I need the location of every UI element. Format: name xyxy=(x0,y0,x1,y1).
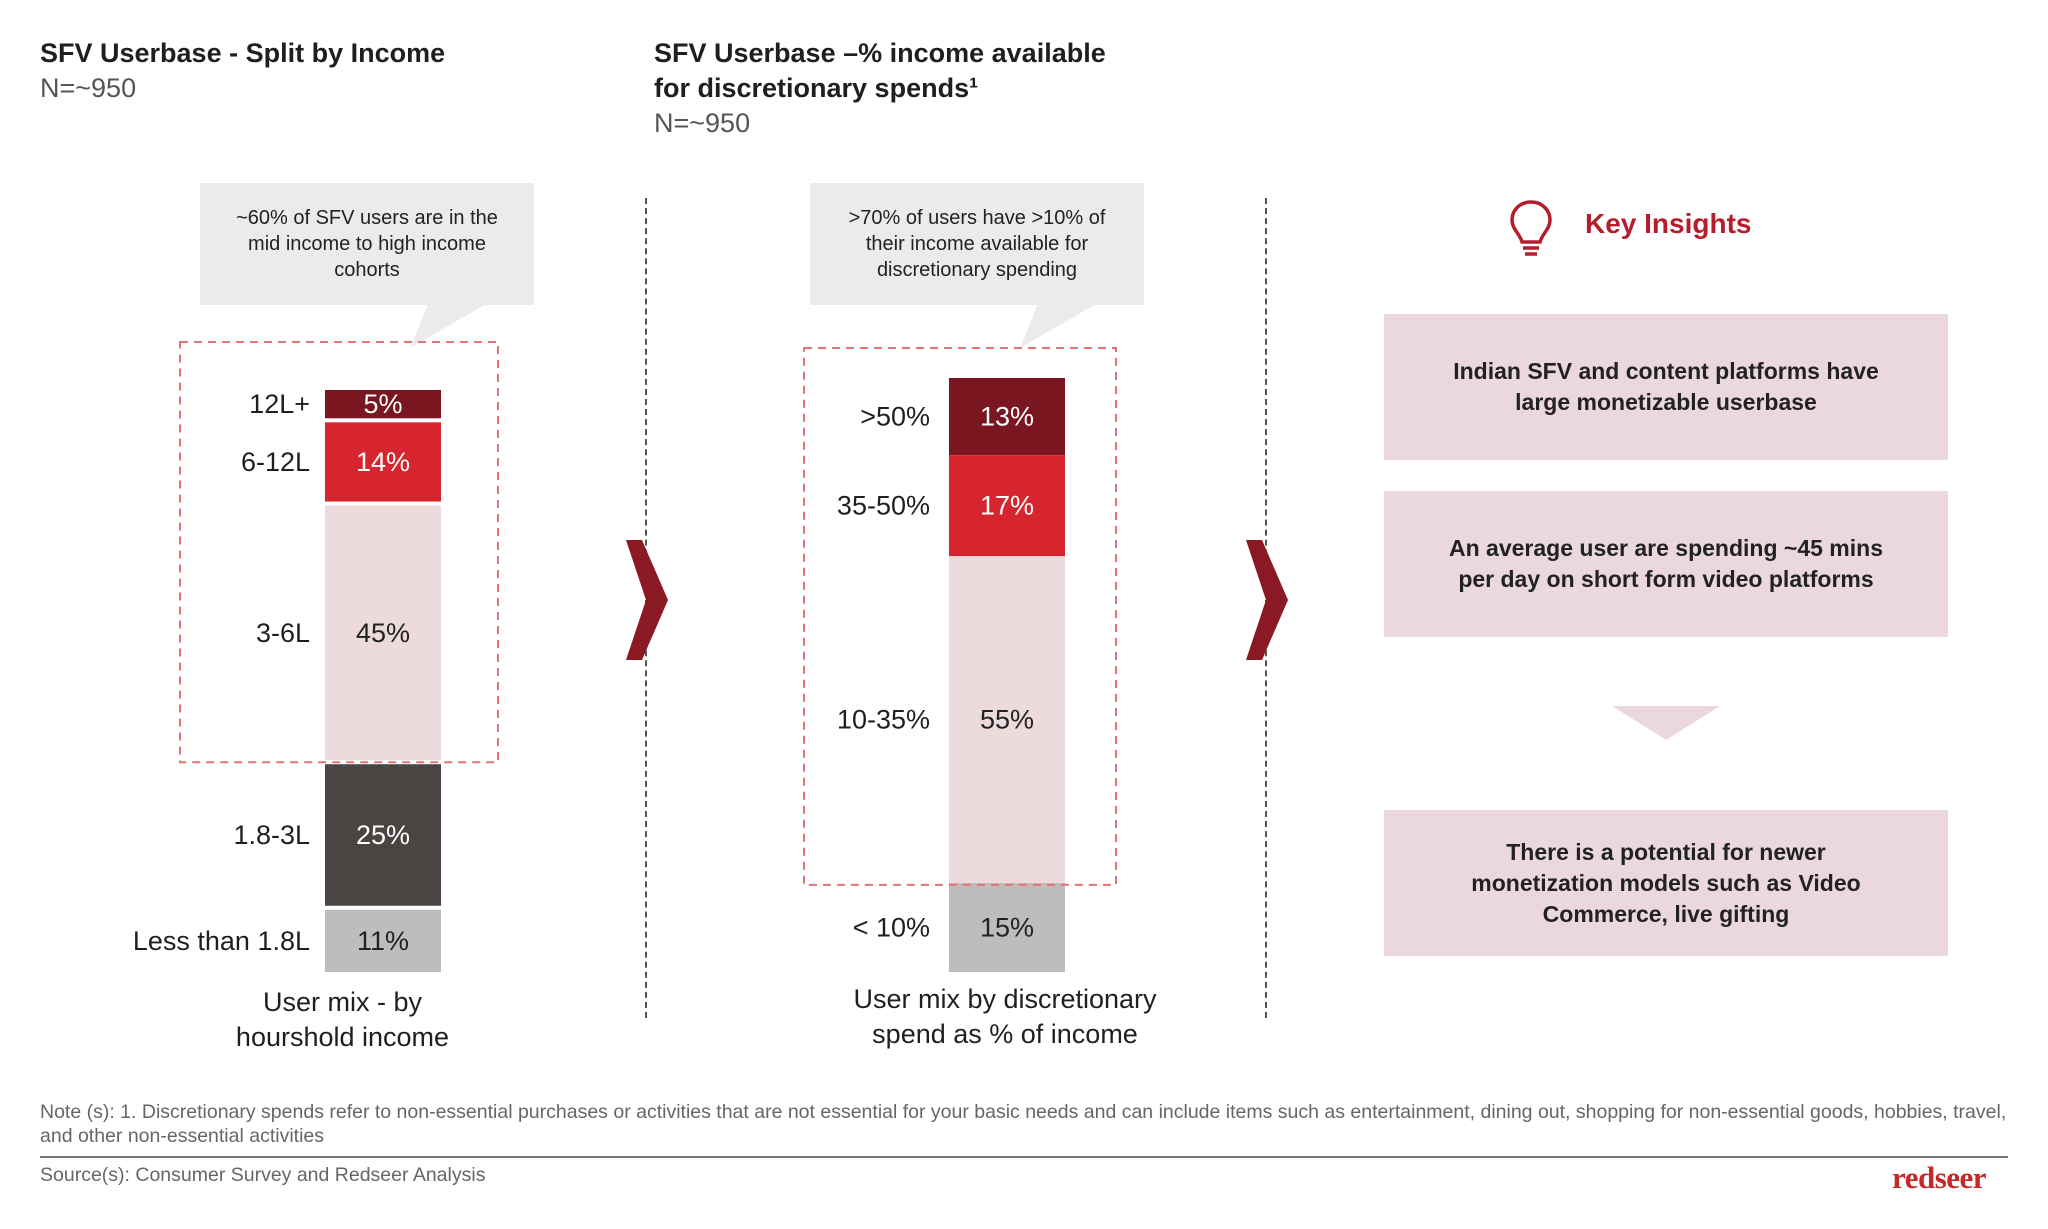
category-label: 10-35% xyxy=(837,705,930,735)
bar-segment xyxy=(325,505,441,761)
category-label: < 10% xyxy=(853,912,930,942)
data-label: 17% xyxy=(980,491,1034,521)
middle-x-axis-label: User mix by discretionary spend as % of … xyxy=(820,982,1190,1052)
highlight-box xyxy=(803,347,1117,886)
data-label: 15% xyxy=(980,912,1034,942)
category-label: >50% xyxy=(860,402,930,432)
bar-segment xyxy=(949,556,1065,883)
bar-segment xyxy=(949,455,1065,557)
source-text: Source(s): Consumer Survey and Redseer A… xyxy=(40,1164,486,1186)
bar-segment xyxy=(949,882,1065,972)
data-label: 45% xyxy=(356,618,410,648)
data-label: 55% xyxy=(980,705,1034,735)
data-label: 5% xyxy=(363,389,402,419)
bar-segment xyxy=(325,909,441,972)
insight-card: There is a potential for newer monetizat… xyxy=(1384,810,1948,956)
left-callout: ~60% of SFV users are in the mid income … xyxy=(200,183,534,305)
data-label: 14% xyxy=(356,447,410,477)
left-callout-text: ~60% of SFV users are in the mid income … xyxy=(236,207,498,281)
category-label: 6-12L xyxy=(241,447,310,477)
left-x-axis-label-line1: User mix - by xyxy=(262,987,422,1017)
data-label: 13% xyxy=(980,402,1034,432)
discretionary-stacked-bar-chart: 13% >50% 17% 35-50% 55% 10-35% 15% < 10% xyxy=(803,347,1117,972)
insight-card: An average user are spending ~45 mins pe… xyxy=(1384,491,1948,637)
middle-sample-size: N=~950 xyxy=(654,108,751,138)
middle-chart-title-line2: for discretionary spends¹ xyxy=(654,73,979,103)
footnote: Note (s): 1. Discretionary spends refer … xyxy=(40,1101,2007,1147)
key-insights-title: Key Insights xyxy=(1585,208,1752,239)
data-label: 25% xyxy=(356,820,410,850)
lightbulb-icon xyxy=(1510,200,1552,256)
middle-x-axis-label-line2: spend as % of income xyxy=(872,1019,1138,1049)
bar-segment xyxy=(325,764,441,906)
left-callout-pointer xyxy=(410,304,486,348)
middle-chart-title-line1: SFV Userbase –% income available xyxy=(654,38,1106,68)
category-label: Less than 1.8L xyxy=(133,926,310,956)
footer-divider xyxy=(40,1156,2008,1158)
category-label: 1.8-3L xyxy=(233,820,310,850)
left-sample-size: N=~950 xyxy=(40,73,137,103)
middle-callout-pointer xyxy=(1020,304,1096,348)
insight-text: Indian SFV and content platforms have la… xyxy=(1453,358,1879,415)
income-stacked-bar-chart: 5% 12L+ 14% 6-12L 45% 3-6L 25% 1.8-3L 11% Less th… xyxy=(133,341,499,972)
chevron-right-icon xyxy=(626,540,668,660)
category-label: 12L+ xyxy=(249,389,310,419)
category-label: 35-50% xyxy=(837,491,930,521)
left-x-axis-label-line2: hourshold income xyxy=(235,1022,450,1052)
bar-segment xyxy=(325,422,441,502)
middle-callout: >70% of users have >10% of their income … xyxy=(810,183,1144,305)
bar-segment xyxy=(949,378,1065,456)
redseer-logo: redseer xyxy=(1892,1160,1987,1195)
data-label: 11% xyxy=(357,926,409,956)
left-chart-title: SFV Userbase - Split by Income xyxy=(40,38,446,68)
middle-x-axis-label-line1: User mix by discretionary xyxy=(853,984,1157,1014)
bar-segment xyxy=(325,390,441,419)
arrow-down-icon xyxy=(1612,706,1720,740)
insight-text: An average user are spending ~45 mins pe… xyxy=(1449,535,1883,592)
insight-card: Indian SFV and content platforms have la… xyxy=(1384,314,1948,460)
category-label: 3-6L xyxy=(256,618,310,648)
left-x-axis-label: User mix - by hourshold income xyxy=(180,985,505,1055)
middle-callout-text: >70% of users have >10% of their income … xyxy=(848,207,1106,281)
chevron-right-icon xyxy=(1246,540,1288,660)
insight-text: There is a potential for newer monetizat… xyxy=(1471,838,1861,927)
middle-chart-title: SFV Userbase –% income available for dis… xyxy=(654,36,1106,106)
highlight-box xyxy=(179,341,499,764)
